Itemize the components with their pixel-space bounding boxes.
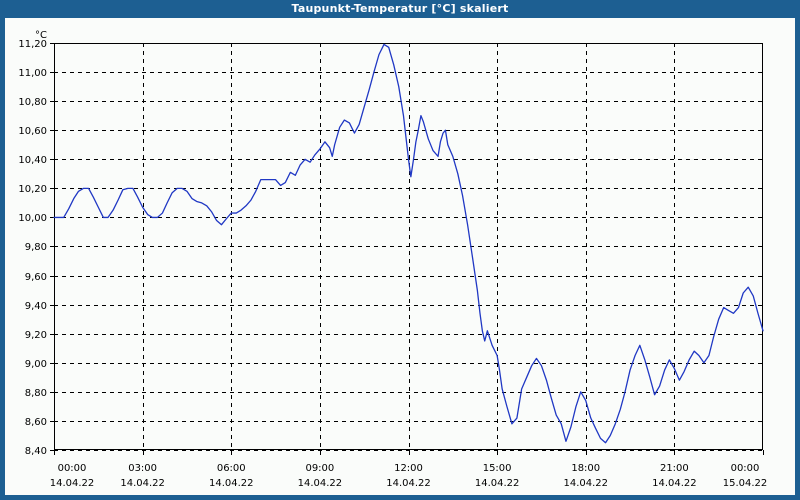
grid-lines: [54, 43, 763, 451]
x-tick-time-label: 21:00: [660, 463, 689, 474]
x-tick-date-label: 14.04.22: [50, 478, 95, 489]
x-tick-time-label: 15:00: [483, 463, 512, 474]
x-tick-date-label: 14.04.22: [298, 478, 343, 489]
axis-frame: [50, 43, 764, 455]
data-series: [53, 43, 764, 444]
x-tick-date-label: 14.04.22: [652, 478, 697, 489]
chart-plot: 11,20 11,00 10,80 10,60 10,40 10,20 10,00 9,80 9…: [18, 30, 768, 489]
window-title: Taupunkt-Temperatur [°C] skaliert: [0, 0, 800, 18]
y-tick-label: 11,00: [18, 68, 47, 79]
x-tick-date-label: 14.04.22: [475, 478, 520, 489]
x-tick-time-label: 03:00: [128, 463, 157, 474]
x-tick-time-label: 18:00: [571, 463, 600, 474]
chart-canvas: 11,20 11,00 10,80 10,60 10,40 10,20 10,00 9,80 9…: [5, 18, 795, 495]
y-tick-label: 10,80: [18, 97, 47, 108]
y-tick-label: 10,00: [18, 213, 47, 224]
x-tick-date-label: 14.04.22: [120, 478, 165, 489]
y-tick-label: 9,80: [25, 242, 47, 253]
series-line: [53, 43, 764, 444]
x-tick-date-label: 14.04.22: [563, 478, 608, 489]
y-axis-unit-label: °C: [35, 30, 47, 41]
y-tick-label: 10,20: [18, 184, 47, 195]
x-tick-time-label: 12:00: [394, 463, 423, 474]
y-tick-label: 8,60: [25, 417, 47, 428]
x-tick-date-label: 14.04.22: [209, 478, 254, 489]
x-tick-time-label: 00:00: [731, 463, 760, 474]
y-tick-label: 9,40: [25, 301, 47, 312]
y-tick-label: 8,80: [25, 388, 47, 399]
x-tick-time-label: 00:00: [58, 463, 87, 474]
x-tick-date-label: 14.04.22: [386, 478, 431, 489]
x-axis-ticks: 00:00 14.04.22 03:00 14.04.22 06:00 14.04.22 0…: [50, 463, 768, 489]
y-tick-label: 8,40: [25, 446, 47, 457]
y-tick-label: 9,00: [25, 359, 47, 370]
x-tick-date-label: 15.04.22: [723, 478, 768, 489]
y-tick-label: 11,20: [18, 39, 47, 50]
y-tick-label: 10,60: [18, 126, 47, 137]
y-tick-label: 9,20: [25, 330, 47, 341]
x-tick-time-label: 06:00: [217, 463, 246, 474]
y-tick-label: 9,60: [25, 272, 47, 283]
y-axis-ticks: 11,20 11,00 10,80 10,60 10,40 10,20 10,00 9,80 9…: [18, 39, 47, 457]
y-tick-label: 10,40: [18, 155, 47, 166]
x-tick-time-label: 09:00: [305, 463, 334, 474]
